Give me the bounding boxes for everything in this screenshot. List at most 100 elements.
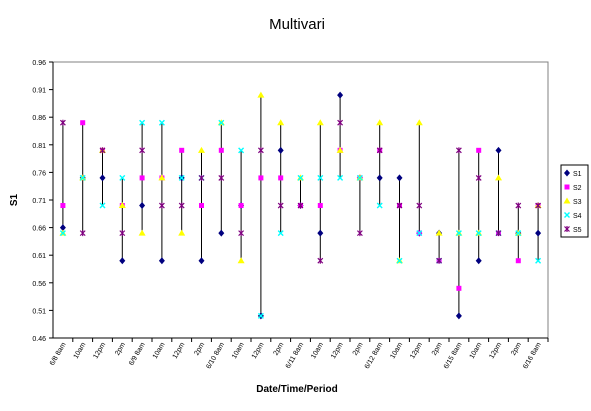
marker-stroke bbox=[317, 174, 324, 181]
data-point-s4 bbox=[119, 174, 126, 181]
x-tick-label: 12pm bbox=[251, 341, 266, 360]
data-point-s5 bbox=[218, 174, 225, 181]
data-point-s5 bbox=[297, 202, 304, 209]
data-point-s3 bbox=[237, 257, 245, 264]
data-point-s3 bbox=[158, 174, 166, 181]
marker-stroke bbox=[277, 230, 284, 237]
data-point-s5 bbox=[198, 174, 205, 181]
data-point-s1 bbox=[218, 229, 225, 237]
legend-label-s3: S3 bbox=[573, 199, 582, 206]
marker-stroke bbox=[396, 257, 403, 264]
x-tick-label: 10am bbox=[152, 341, 167, 360]
data-point-s2 bbox=[278, 175, 284, 181]
x-tick-label: 2pm bbox=[510, 341, 523, 356]
data-point-s1 bbox=[119, 257, 126, 265]
marker-stroke bbox=[297, 174, 304, 181]
legend-label-s1: S1 bbox=[573, 171, 582, 178]
data-point-s4 bbox=[376, 202, 383, 209]
data-point-s4 bbox=[257, 312, 264, 319]
marker-stroke bbox=[238, 147, 245, 154]
y-tick-label: 0.86 bbox=[32, 115, 46, 122]
marker-stroke bbox=[535, 257, 542, 264]
data-point-s5 bbox=[396, 202, 403, 209]
data-point-s5 bbox=[495, 230, 502, 237]
marker-stroke bbox=[158, 119, 165, 126]
data-point-s3 bbox=[277, 119, 285, 126]
data-point-s4 bbox=[337, 174, 344, 181]
data-point-s4 bbox=[535, 257, 542, 264]
data-point-s1 bbox=[198, 257, 205, 265]
data-point-s2 bbox=[80, 120, 86, 126]
data-point-s5 bbox=[416, 202, 423, 209]
data-point-s5 bbox=[238, 230, 245, 237]
data-point-s5 bbox=[356, 230, 363, 237]
y-tick-label: 0.46 bbox=[32, 336, 46, 343]
legend-label-s4: S4 bbox=[573, 213, 582, 220]
data-point-s3 bbox=[376, 119, 384, 126]
x-tick-label: 6/15 8am bbox=[443, 341, 464, 370]
data-point-s4 bbox=[297, 174, 304, 181]
marker-stroke bbox=[99, 202, 106, 209]
chart-title: Multivari bbox=[269, 16, 325, 33]
y-tick-label: 0.96 bbox=[32, 60, 46, 67]
data-point-s5 bbox=[79, 230, 86, 237]
marker-stroke bbox=[356, 174, 363, 181]
data-point-s3 bbox=[415, 119, 423, 126]
data-point-s2 bbox=[317, 203, 323, 209]
x-axis-label: Date/Time/Period bbox=[256, 384, 338, 395]
data-point-s5 bbox=[337, 119, 344, 126]
data-point-s3 bbox=[435, 229, 443, 236]
x-tick-label: 2pm bbox=[114, 341, 127, 356]
y-tick-label: 0.56 bbox=[32, 281, 46, 288]
marker-stroke bbox=[178, 174, 185, 181]
x-tick-label: 10am bbox=[231, 341, 246, 360]
y-tick-label: 0.51 bbox=[32, 308, 46, 315]
marker-stroke bbox=[455, 230, 462, 237]
legend-box bbox=[560, 164, 589, 238]
data-point-s3 bbox=[118, 202, 126, 209]
data-point-s5 bbox=[317, 257, 324, 264]
data-point-s5 bbox=[59, 119, 66, 126]
data-point-s2 bbox=[476, 147, 482, 153]
data-point-s4 bbox=[317, 174, 324, 181]
x-tick-label: 6/16 8am bbox=[522, 341, 543, 370]
data-point-s4 bbox=[178, 174, 185, 181]
x-tick-label: 6/12 8am bbox=[364, 341, 385, 370]
x-tick-label: 12pm bbox=[409, 341, 424, 360]
marker-stroke bbox=[376, 202, 383, 209]
data-point-s3 bbox=[198, 146, 205, 153]
data-point-s4 bbox=[139, 119, 146, 126]
x-tick-label: 6/11 8am bbox=[285, 341, 305, 369]
marker-stroke bbox=[79, 174, 86, 181]
data-point-s1 bbox=[535, 229, 542, 237]
data-point-s4 bbox=[238, 147, 245, 154]
data-point-s5 bbox=[119, 230, 126, 237]
data-point-s3 bbox=[178, 229, 186, 236]
data-point-s4 bbox=[416, 230, 423, 237]
y-axis-label: S1 bbox=[9, 193, 20, 206]
legend-marker-s4 bbox=[564, 212, 570, 218]
x-tick-label: 2pm bbox=[352, 341, 365, 356]
data-point-s5 bbox=[139, 147, 146, 154]
y-tick-label: 0.61 bbox=[32, 253, 46, 260]
y-tick-label: 0.81 bbox=[32, 143, 46, 150]
data-point-s4 bbox=[99, 202, 106, 209]
data-point-s2 bbox=[258, 175, 264, 181]
data-point-s1 bbox=[376, 174, 383, 182]
data-point-s1 bbox=[277, 146, 284, 154]
data-point-s2 bbox=[60, 203, 66, 209]
data-point-s3 bbox=[336, 146, 344, 153]
data-point-s5 bbox=[178, 202, 185, 209]
data-point-s1 bbox=[455, 312, 462, 320]
data-point-s2 bbox=[179, 147, 185, 153]
x-tick-label: 6/9 8am bbox=[128, 341, 147, 367]
data-point-s5 bbox=[455, 147, 462, 154]
data-point-s4 bbox=[79, 174, 86, 181]
x-tick-label: 12pm bbox=[330, 341, 345, 360]
legend-marker-s3 bbox=[563, 197, 571, 204]
data-point-s5 bbox=[535, 202, 542, 209]
data-point-s1 bbox=[139, 202, 146, 210]
data-point-s2 bbox=[238, 203, 244, 209]
legend-label-s5: S5 bbox=[573, 227, 582, 234]
